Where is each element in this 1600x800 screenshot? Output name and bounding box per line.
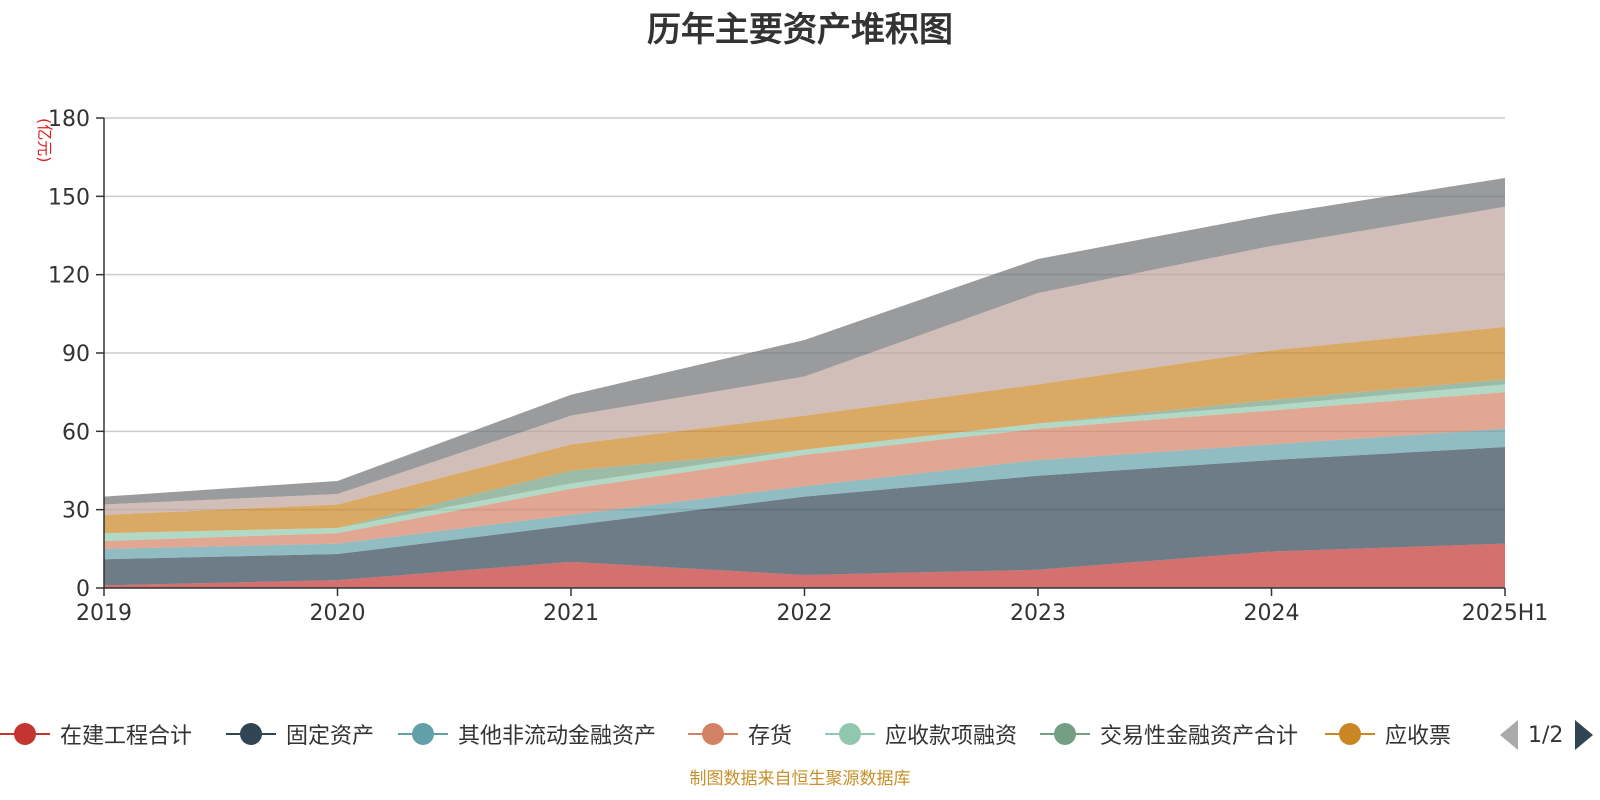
legend-label: 在建工程合计 [60,724,193,749]
x-tick-label: 2021 [543,601,599,626]
legend-item[interactable]: 应收票 [1325,714,1451,754]
legend-label: 其他非流动金融资产 [458,724,657,749]
y-tick-label: 150 [48,185,90,210]
legend-item[interactable]: 交易性金融资产合计 [1040,714,1298,754]
legend-label: 交易性金融资产合计 [1100,724,1299,749]
legend-prev-arrow-icon[interactable] [1500,720,1518,750]
legend-item[interactable]: 存货 [688,714,792,754]
series-area-3 [104,392,1505,549]
y-tick-label: 60 [62,420,90,445]
legend-marker-icon [226,719,276,749]
y-tick-label: 120 [48,264,90,289]
series-area-1 [104,447,1505,586]
x-tick-label: 2022 [777,601,833,626]
legend-page-indicator: 1/2 [1528,722,1564,748]
legend: 在建工程合计 固定资产 其他非流动金融资产 存货 应收款项融资 交易性金融资产合计 应收票 [0,714,1600,754]
legend-marker-icon [398,719,448,749]
legend-marker-icon [0,719,50,749]
y-tick-label: 0 [76,577,90,602]
y-tick-label: 180 [48,107,90,132]
legend-label: 应收款项融资 [885,724,1018,749]
legend-item[interactable]: 其他非流动金融资产 [398,714,656,754]
series-area-7 [104,206,1505,515]
legend-next-arrow-icon[interactable] [1575,720,1594,750]
series-area-8 [104,178,1505,505]
legend-marker-icon [825,719,875,749]
y-tick-label: 90 [62,342,90,367]
series-area-6 [104,326,1505,534]
legend-item[interactable]: 在建工程合计 [0,714,192,754]
legend-label: 存货 [748,724,793,749]
legend-pager: 1/2 [1500,718,1594,752]
series-area-0 [104,543,1505,588]
y-axis-unit-label: (亿元) [35,118,54,163]
legend-label: 应收票 [1385,724,1452,749]
series-area-2 [104,428,1505,560]
chart-title: 历年主要资产堆积图 [647,10,953,50]
legend-label: 固定资产 [286,724,375,749]
legend-item[interactable]: 固定资产 [226,714,374,754]
series-area-4 [104,384,1505,541]
x-tick-label: 2024 [1244,601,1300,626]
x-tick-label: 2025H1 [1462,601,1549,626]
x-tick-label: 2020 [310,601,366,626]
legend-marker-icon [688,719,738,749]
x-tick-label: 2023 [1010,601,1066,626]
series-area-5 [104,379,1505,534]
source-note: 制图数据来自恒生聚源数据库 [689,769,911,789]
y-tick-label: 30 [62,499,90,524]
legend-item[interactable]: 应收款项融资 [825,714,1017,754]
legend-marker-icon [1325,719,1375,749]
x-tick-label: 2019 [76,601,132,626]
legend-marker-icon [1040,719,1090,749]
